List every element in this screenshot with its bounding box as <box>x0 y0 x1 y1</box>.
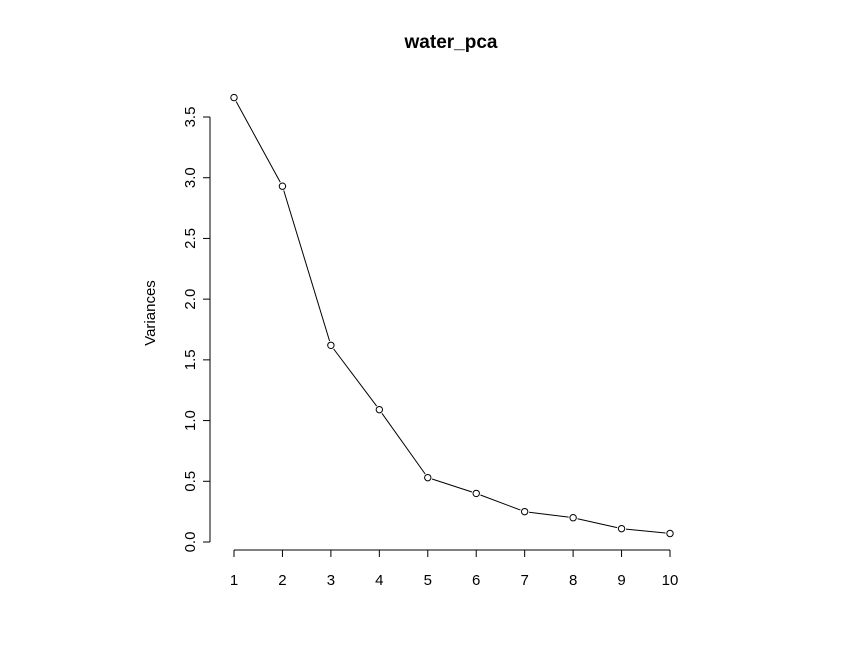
x-tick-label: 4 <box>375 572 383 589</box>
data-point <box>278 182 287 190</box>
y-axis-label: Variances <box>142 280 159 346</box>
series-line-segment <box>480 494 521 511</box>
x-tick-label: 9 <box>617 572 625 589</box>
x-tick-label: 7 <box>520 572 528 589</box>
data-point <box>617 524 626 533</box>
x-tick-label: 2 <box>278 572 286 589</box>
series-line-segment <box>625 528 666 534</box>
y-ticks: 0.0 0.5 1.0 1.5 2.0 2.5 3.0 3.5 <box>182 107 210 553</box>
y-tick-label: 0.5 <box>182 471 199 492</box>
x-ticks: 1 2 3 4 5 6 7 8 9 10 <box>230 550 679 589</box>
data-point <box>520 507 529 516</box>
y-axis: 0.0 0.5 1.0 1.5 2.0 2.5 3.0 3.5 <box>182 107 211 553</box>
x-tick-label: 8 <box>569 572 577 589</box>
data-point <box>230 93 238 102</box>
x-tick-label: 6 <box>472 572 480 589</box>
series-line-segment <box>431 478 473 493</box>
data-point <box>327 341 335 349</box>
series-line-segment <box>577 518 618 529</box>
x-tick-label: 3 <box>327 572 335 589</box>
series-line-segment <box>529 511 569 518</box>
series-group <box>230 93 674 538</box>
y-tick-label: 2.0 <box>182 289 199 310</box>
data-point <box>424 473 432 482</box>
x-tick-label: 10 <box>662 572 679 589</box>
chart-title: water_pca <box>404 32 498 53</box>
series-line-segment <box>235 101 281 183</box>
data-point <box>666 529 674 538</box>
series-line-segment <box>333 348 378 407</box>
data-point <box>472 489 480 498</box>
series-line-segment <box>381 413 426 475</box>
y-tick-label: 2.5 <box>182 228 199 249</box>
x-tick-label: 1 <box>230 572 238 589</box>
y-tick-label: 1.0 <box>182 410 199 431</box>
series-line-segment <box>283 190 331 342</box>
data-point <box>569 514 577 522</box>
x-axis: 1 2 3 4 5 6 7 8 9 10 <box>230 549 679 589</box>
y-tick-label: 1.5 <box>182 349 199 370</box>
x-tick-label: 5 <box>424 572 432 589</box>
y-tick-label: 3.5 <box>182 107 199 128</box>
y-tick-label: 3.0 <box>182 167 199 188</box>
data-point <box>375 405 384 414</box>
y-tick-label: 0.0 <box>182 532 199 553</box>
